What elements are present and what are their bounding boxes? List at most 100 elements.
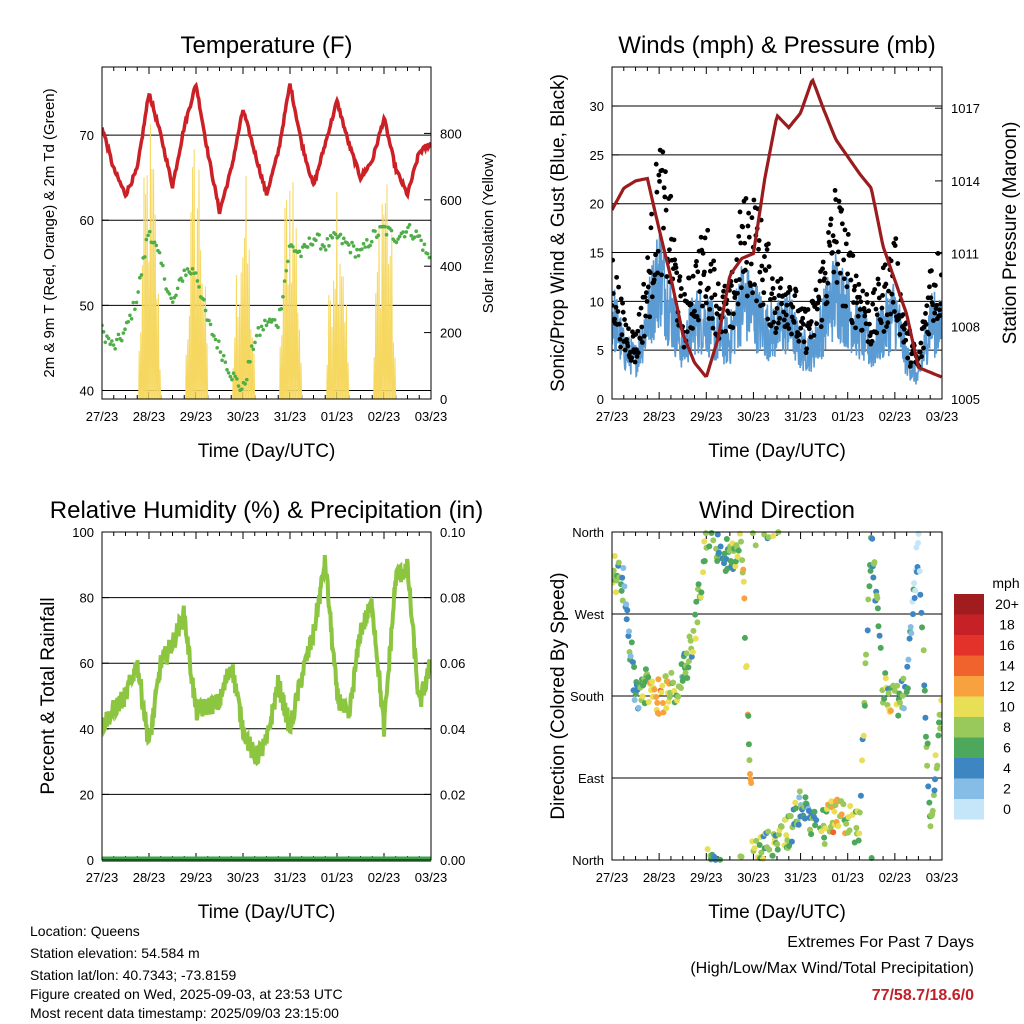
dewpoint-point xyxy=(110,339,114,343)
panel-title: Wind Direction xyxy=(699,497,855,524)
dewpoint-point xyxy=(340,241,344,246)
direction-point xyxy=(899,692,906,699)
gust-point xyxy=(705,285,711,291)
gust-point xyxy=(702,269,707,275)
direction-point xyxy=(926,799,933,806)
gust-point xyxy=(688,301,694,307)
direction-point xyxy=(775,831,782,838)
gust-point xyxy=(928,295,934,301)
y-axis-label: Percent & Total Rainfall xyxy=(38,597,59,794)
gust-point xyxy=(649,294,655,300)
gust-point xyxy=(900,312,906,317)
direction-point xyxy=(822,825,829,832)
dewpoint-point xyxy=(281,294,285,299)
direction-point xyxy=(655,676,662,683)
info-recent: Most recent data timestamp: 2025/09/03 2… xyxy=(30,1005,339,1021)
panel-direction: Wind Direction Time (Day/UTC) Direction (C… xyxy=(548,497,958,923)
insolation-spike xyxy=(298,329,301,399)
gust-point xyxy=(921,345,926,351)
insolation-spike xyxy=(191,167,194,399)
gust-point xyxy=(768,297,773,302)
direction-point xyxy=(929,807,936,814)
direction-point xyxy=(685,664,692,671)
dewpoint-point xyxy=(212,334,216,338)
dewpoint-point xyxy=(157,250,162,255)
gust-point xyxy=(617,336,623,342)
direction-point xyxy=(811,808,818,815)
dewpoint-point xyxy=(383,224,387,229)
direction-point xyxy=(642,678,649,685)
gust-point xyxy=(907,363,913,369)
gust-point xyxy=(841,276,847,282)
insolation-spike xyxy=(373,356,376,399)
insolation-spike xyxy=(379,308,382,399)
x-axis-label: Time (Day/UTC) xyxy=(708,902,846,923)
direction-point xyxy=(855,837,862,844)
dewpoint-point xyxy=(389,228,394,233)
dewpoint-point xyxy=(180,279,185,283)
direction-point xyxy=(881,695,888,702)
gust-point xyxy=(673,265,679,270)
direction-point xyxy=(894,682,901,689)
gust-point xyxy=(885,320,891,326)
gust-point xyxy=(775,279,781,284)
insolation-spike xyxy=(335,192,338,399)
x-tick-label: 03/23 xyxy=(926,409,959,424)
dewpoint-point xyxy=(193,271,198,275)
y-tick-label: 20 xyxy=(590,197,604,212)
direction-point xyxy=(831,808,838,815)
gust-point xyxy=(831,269,837,275)
humidity-line xyxy=(102,554,431,767)
gust-point xyxy=(647,314,653,320)
gust-point xyxy=(763,268,769,273)
x-tick-label: 27/23 xyxy=(596,409,629,424)
insolation-spike xyxy=(202,297,205,399)
gust-point xyxy=(623,322,629,328)
dewpoint-point xyxy=(115,337,119,342)
dewpoint-point xyxy=(305,245,310,249)
dewpoint-point xyxy=(394,240,399,245)
direction-point xyxy=(688,653,695,660)
direction-point xyxy=(765,828,772,835)
direction-point xyxy=(846,827,853,834)
gust-point xyxy=(876,295,882,301)
dewpoint-point xyxy=(397,234,402,239)
direction-point xyxy=(732,563,739,570)
direction-point xyxy=(838,811,845,818)
gust-point xyxy=(816,297,822,302)
gust-point xyxy=(726,310,732,316)
y2-tick-label: 0.02 xyxy=(440,787,465,802)
gust-point xyxy=(695,269,701,275)
direction-point xyxy=(749,530,756,537)
direction-point xyxy=(828,798,835,805)
dewpoint-point xyxy=(342,236,346,241)
gust-point xyxy=(770,286,776,291)
insolation-spike xyxy=(144,194,147,399)
gust-point xyxy=(866,308,872,314)
gust-point xyxy=(746,234,752,240)
legend-swatch xyxy=(954,594,984,615)
direction-point xyxy=(645,698,652,705)
insolation-spike xyxy=(196,208,199,399)
insolation-spike xyxy=(392,342,395,399)
gust-point xyxy=(706,316,712,321)
gust-point xyxy=(761,290,767,296)
direction-point xyxy=(769,852,776,859)
gust-point xyxy=(879,305,885,311)
direction-point xyxy=(783,832,790,839)
gust-point xyxy=(811,333,817,338)
direction-point xyxy=(917,591,924,598)
direction-point xyxy=(796,794,803,801)
insolation-spike xyxy=(296,312,299,399)
gust-point xyxy=(783,312,789,318)
direction-point xyxy=(808,831,815,838)
gust-point xyxy=(893,236,899,242)
gust-point xyxy=(822,270,828,276)
gust-point xyxy=(787,287,793,293)
dewpoint-point xyxy=(146,233,150,238)
direction-point xyxy=(690,627,697,634)
gust-point xyxy=(736,277,742,282)
dewpoint-point xyxy=(111,343,116,347)
legend-label: 8 xyxy=(1003,719,1011,735)
insolation-spike xyxy=(248,249,251,399)
